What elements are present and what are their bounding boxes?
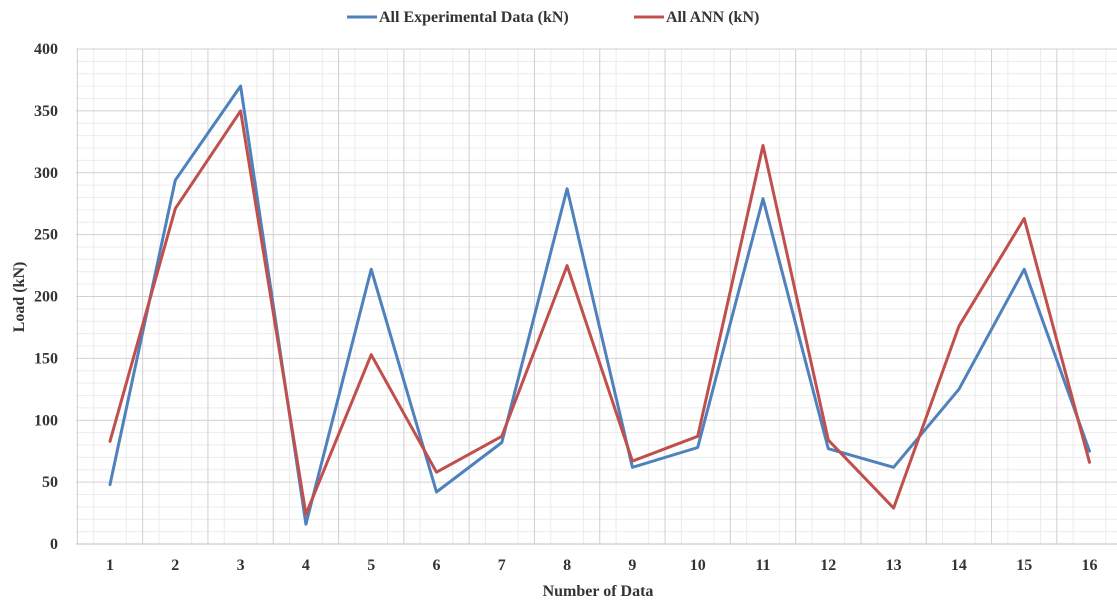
y-tick-label: 250 — [34, 227, 58, 244]
y-tick-label: 0 — [50, 536, 58, 553]
y-tick-label: 350 — [34, 103, 58, 120]
y-axis-title: Load (kN) — [11, 262, 28, 333]
x-axis-title: Number of Data — [543, 583, 654, 600]
x-axis-tick-labels: 1 2 3 4 5 6 7 8 9 10 11 12 13 14 15 16 — [106, 557, 1098, 574]
series-lines — [108, 84, 1091, 526]
y-tick-label: 400 — [34, 41, 58, 58]
y-tick-label: 300 — [34, 165, 58, 182]
x-tick-label: 8 — [563, 557, 571, 574]
x-tick-label: 1 — [106, 557, 114, 574]
x-tick-label: 14 — [951, 557, 967, 574]
minor-gridlines — [76, 49, 1117, 544]
x-tick-label: 9 — [628, 557, 636, 574]
x-tick-label: 4 — [302, 557, 310, 574]
x-tick-label: 11 — [755, 557, 770, 574]
x-tick-label: 13 — [886, 557, 902, 574]
x-tick-label: 15 — [1016, 557, 1032, 574]
y-tick-label: 150 — [34, 350, 58, 367]
series-line-1 — [108, 109, 1091, 516]
x-tick-label: 2 — [171, 557, 179, 574]
x-tick-label: 16 — [1082, 557, 1098, 574]
x-tick-label: 3 — [237, 557, 245, 574]
legend: All Experimental Data (kN) All ANN (kN) — [347, 9, 759, 26]
y-axis-tick-labels: 0 50 100 150 200 250 300 350 400 — [34, 41, 58, 553]
y-tick-label: 100 — [34, 412, 58, 429]
legend-label-ann: All ANN (kN) — [666, 9, 759, 26]
x-tick-label: 10 — [690, 557, 706, 574]
x-tick-label: 12 — [820, 557, 836, 574]
x-tick-label: 6 — [433, 557, 441, 574]
x-tick-label: 5 — [367, 557, 375, 574]
legend-label-experimental: All Experimental Data (kN) — [379, 9, 569, 26]
y-tick-label: 200 — [34, 289, 58, 306]
y-tick-label: 50 — [42, 474, 58, 491]
x-tick-label: 7 — [498, 557, 506, 574]
